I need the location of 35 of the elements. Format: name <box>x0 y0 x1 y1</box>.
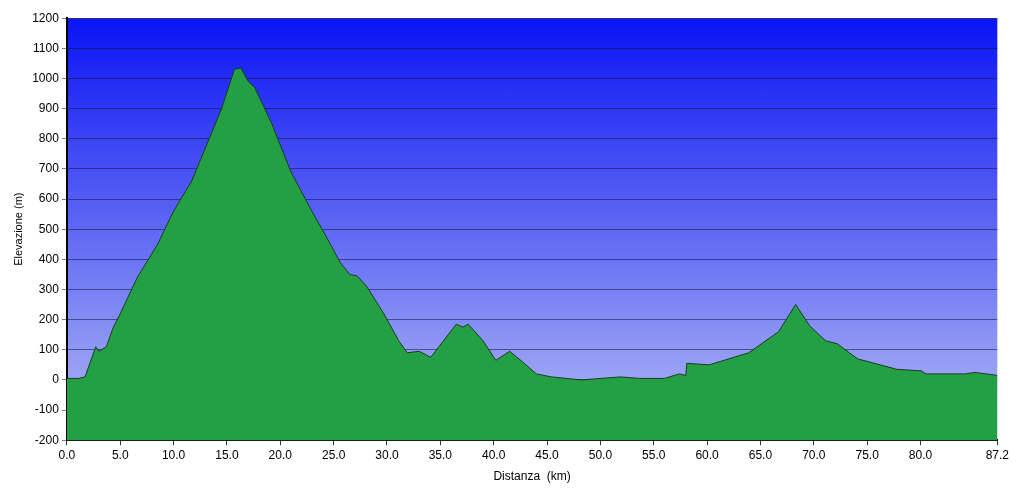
x-tick-label: 80.0 <box>908 447 933 462</box>
y-tick-label: 800 <box>38 131 60 146</box>
x-tick-label: 75.0 <box>855 447 880 462</box>
y-tick-label: 100 <box>38 342 60 357</box>
y-tick-label: 300 <box>38 281 60 296</box>
y-tick-label: -100 <box>34 402 60 417</box>
y-tick-label: 200 <box>38 311 60 326</box>
y-axis-title: Elevazione (m) <box>11 192 24 266</box>
x-tick-label: 35.0 <box>428 447 453 462</box>
y-tick-label: 600 <box>38 191 60 206</box>
x-tick-label: 60.0 <box>695 447 720 462</box>
y-tick-label: 0 <box>52 372 60 387</box>
x-tick-label: 70.0 <box>802 447 826 462</box>
x-tick-label: 20.0 <box>268 447 293 462</box>
x-tick-label: 45.0 <box>535 447 560 462</box>
y-tick-label: 1100 <box>33 40 60 55</box>
y-tick-label: 400 <box>38 251 60 266</box>
x-tick-label: 87.2 <box>985 447 1010 462</box>
x-tick-label: 25.0 <box>321 447 346 462</box>
x-axis-title: Distanza (km) <box>493 469 571 484</box>
x-tick-label: 5.0 <box>111 447 129 462</box>
y-tick-label: 1000 <box>32 70 60 85</box>
x-tick-label: 50.0 <box>588 447 613 462</box>
x-tick-label: 10.0 <box>161 447 186 462</box>
x-tick-label: 15.0 <box>215 447 239 462</box>
x-tick-label: 55.0 <box>642 447 666 462</box>
y-tick-label: 500 <box>38 221 60 236</box>
y-tick-label: 700 <box>38 161 60 176</box>
y-tick-label: 900 <box>38 100 60 115</box>
y-tick-label: 1200 <box>32 10 60 25</box>
x-tick-label: 65.0 <box>748 447 773 462</box>
x-tick-label: 0.0 <box>58 447 76 462</box>
x-tick-label: 40.0 <box>482 447 506 462</box>
y-tick-label: -200 <box>34 432 60 447</box>
x-tick-label: 30.0 <box>375 447 399 462</box>
